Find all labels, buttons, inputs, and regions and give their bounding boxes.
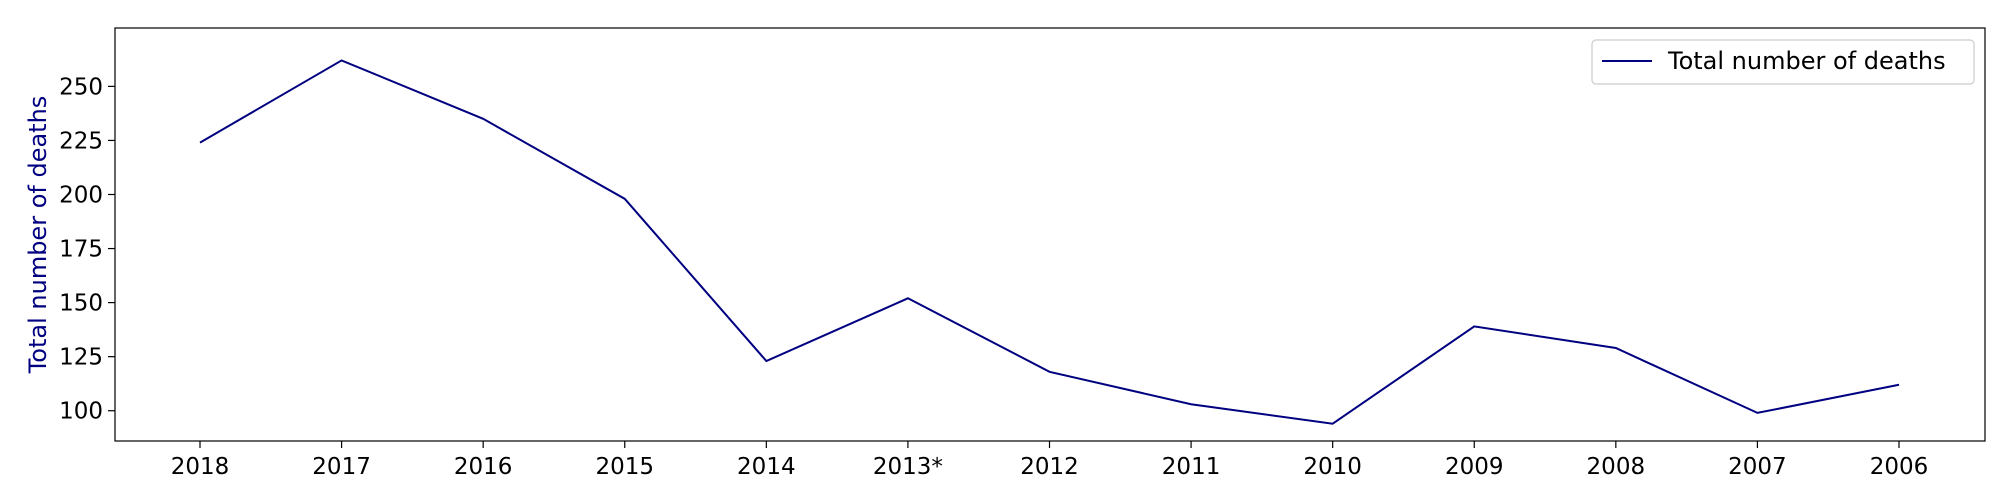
x-tick-label: 2013* [873,454,943,480]
x-axis: 2018 2017 2016 2015 2014 2013* 2012 2011 2010 200… [171,441,1929,480]
y-tick-label: 100 [59,399,103,425]
x-tick-label: 2011 [1162,454,1221,480]
x-tick-label: 2015 [595,454,654,480]
x-tick-label: 2010 [1303,454,1362,480]
x-tick-label: 2008 [1587,454,1646,480]
x-tick-label: 2009 [1445,454,1504,480]
y-tick-label: 250 [59,74,103,100]
x-tick-label: 2007 [1728,454,1787,480]
legend-label: Total number of deaths [1667,47,1946,75]
y-tick-label: 225 [59,128,103,154]
y-tick-label: 150 [59,291,103,317]
y-tick-label: 175 [59,237,103,263]
x-tick-label: 2017 [312,454,371,480]
plot-area [114,27,1986,442]
y-tick-label: 200 [59,182,103,208]
series-line [199,59,1900,425]
x-tick-label: 2016 [454,454,513,480]
legend: Total number of deaths [1591,39,1975,85]
x-tick-label: 2006 [1870,454,1929,480]
y-tick-label: 125 [59,345,103,371]
y-axis: 100 125 150 175 200 225 250 [59,74,115,425]
y-axis-title: Total number of deaths [24,96,52,375]
x-tick-label: 2018 [171,454,230,480]
x-tick-label: 2012 [1020,454,1079,480]
x-tick-label: 2014 [737,454,796,480]
legend-box [1591,39,1975,85]
series-layer [199,59,1900,425]
